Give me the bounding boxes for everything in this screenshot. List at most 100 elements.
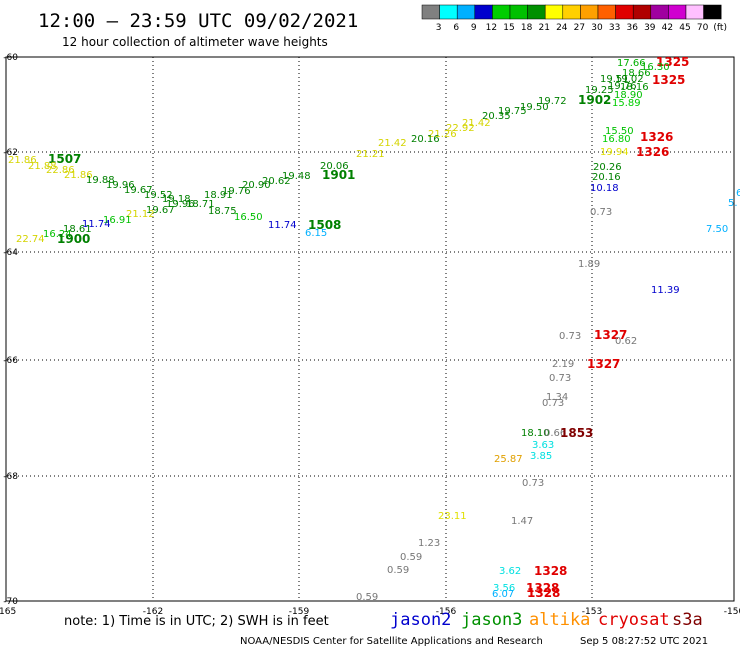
wave-height-label: 16.30	[641, 62, 670, 73]
wave-height-label: 16.80	[602, 134, 631, 145]
colorbar-swatch	[597, 4, 616, 20]
credit-line: NOAA/NESDIS Center for Satellite Applica…	[240, 636, 543, 647]
wave-height-label: 0.73	[522, 478, 544, 489]
time-label: 1508	[308, 218, 341, 232]
colorbar-label: 12	[486, 23, 497, 33]
wave-height-label: 11.74	[268, 220, 297, 231]
longitude-tick: -150	[724, 607, 740, 617]
colorbar-swatch	[703, 4, 722, 20]
latitude-tick: -60	[3, 53, 18, 63]
latitude-tick: -68	[3, 472, 18, 482]
wave-height-label: 21.26	[428, 129, 457, 140]
wave-height-label: 20.90	[242, 180, 271, 191]
time-label: 1902	[578, 93, 611, 107]
time-label: 1900	[57, 232, 90, 246]
swh-colorbar: 3 6 9 12 15 18 21 24 27 30 33 36 39 42 45 70 (ft)	[421, 4, 727, 33]
colorbar-swatch	[456, 4, 476, 20]
wave-height-label: 6.15	[305, 228, 327, 239]
time-label: 1325	[656, 55, 689, 69]
wave-height-label: 6	[736, 188, 740, 199]
wave-height-label: 19.50	[520, 102, 549, 113]
wave-height-label: 19.96	[106, 180, 135, 191]
time-label: 1325	[652, 73, 685, 87]
colorbar-swatch	[650, 4, 669, 20]
colorbar-label: 39	[644, 23, 656, 33]
colorbar-swatch	[474, 4, 493, 20]
wave-height-label: 7.50	[706, 224, 728, 235]
wave-height-label: 0.66	[544, 428, 566, 439]
time-label: 1328	[534, 564, 567, 578]
colorbar-label: 42	[662, 23, 673, 33]
colorbar-swatch	[580, 4, 599, 20]
wave-height-label: 0.73	[559, 331, 581, 342]
wave-height-label: 15.50	[605, 126, 634, 137]
colorbar-label: 27	[574, 23, 585, 33]
wave-height-label: 20.16	[411, 134, 440, 145]
wave-height-label: 1.34	[546, 392, 568, 403]
satellite-mission-legend: jason2 jason3 altika cryosat s3a	[390, 610, 703, 630]
wave-height-label: 19.88	[86, 175, 115, 186]
latitude-tick-labels: -60 -62 -64 -66 -68 -70	[3, 53, 18, 607]
wave-height-label: 18.66	[622, 68, 651, 79]
longitude-tick: -165	[0, 607, 16, 617]
wave-height-label: 21.42	[378, 138, 407, 149]
map-frame	[5, 56, 735, 602]
colorbar-label: 9	[471, 23, 477, 33]
wave-height-label: 20.62	[262, 176, 291, 187]
wave-height-label: 19.67	[146, 205, 175, 216]
time-label: 1327	[587, 357, 620, 371]
wave-height-label: 17.66	[617, 58, 646, 69]
colorbar-label: 45	[679, 23, 690, 33]
wave-height-label: 1.47	[511, 516, 533, 527]
wave-height-label: 11.74	[82, 219, 111, 230]
wave-height-label: 19.96	[166, 199, 195, 210]
mission-s3a: s3a	[672, 610, 703, 630]
wave-height-label: 0.59	[400, 552, 422, 563]
latitude-tick: -62	[3, 148, 18, 158]
generated-timestamp: Sep 5 08:27:52 UTC 2021	[580, 636, 708, 647]
time-label: 1328	[526, 581, 559, 595]
longitude-tick: -162	[143, 607, 163, 617]
wave-height-label: 3.63	[532, 440, 554, 451]
wave-height-label: 21.21	[356, 149, 385, 160]
wave-height-label: 1.89	[578, 259, 600, 270]
wave-height-label: 3.85	[530, 451, 552, 462]
longitude-tick: -153	[582, 607, 602, 617]
time-label: 1901	[322, 168, 355, 182]
latitude-tick: -66	[3, 356, 18, 366]
wave-height-label: 19.18	[162, 194, 191, 205]
units-note: note: 1) Time is in UTC; 2) SWH is in fe…	[64, 614, 329, 629]
wave-height-label: 0.73	[590, 207, 612, 218]
wave-height-label: 18.75	[208, 206, 237, 217]
colorbar-label: 3	[436, 23, 442, 33]
latitude-tick: -70	[3, 597, 18, 607]
wave-height-label: 18.91	[204, 190, 233, 201]
wave-height-label: 19.76	[222, 186, 251, 197]
time-label: 1326	[636, 145, 669, 159]
wave-height-label: 18.10	[521, 428, 550, 439]
longitude-tick: -159	[289, 607, 310, 617]
mission-jason2: jason2	[390, 610, 451, 630]
wave-height-label: 19.76	[608, 81, 637, 92]
colorbar-swatch	[439, 4, 458, 20]
wave-height-label: 16.50	[234, 212, 263, 223]
wave-height-label: 23.11	[438, 511, 467, 522]
time-label: 1326	[640, 130, 673, 144]
colorbar-label: 24	[556, 23, 568, 33]
wave-height-label: 19.25	[585, 85, 614, 96]
plot-border	[5, 56, 735, 602]
colorbar-swatch	[668, 4, 687, 20]
colorbar-label: 15	[503, 23, 514, 33]
wave-height-label: 15.89	[612, 98, 641, 109]
colorbar-swatch	[685, 4, 704, 20]
colorbar-label: 18	[521, 23, 533, 33]
colorbar-swatch	[527, 4, 546, 20]
wave-height-label: 21.42	[462, 118, 491, 129]
mission-cryosat: cryosat	[598, 610, 670, 630]
wave-height-label: 0.73	[549, 373, 571, 384]
colorbar-label: 36	[626, 23, 638, 33]
wave-height-label: 11.39	[651, 285, 680, 296]
wave-height-label: 21.86	[64, 170, 93, 181]
